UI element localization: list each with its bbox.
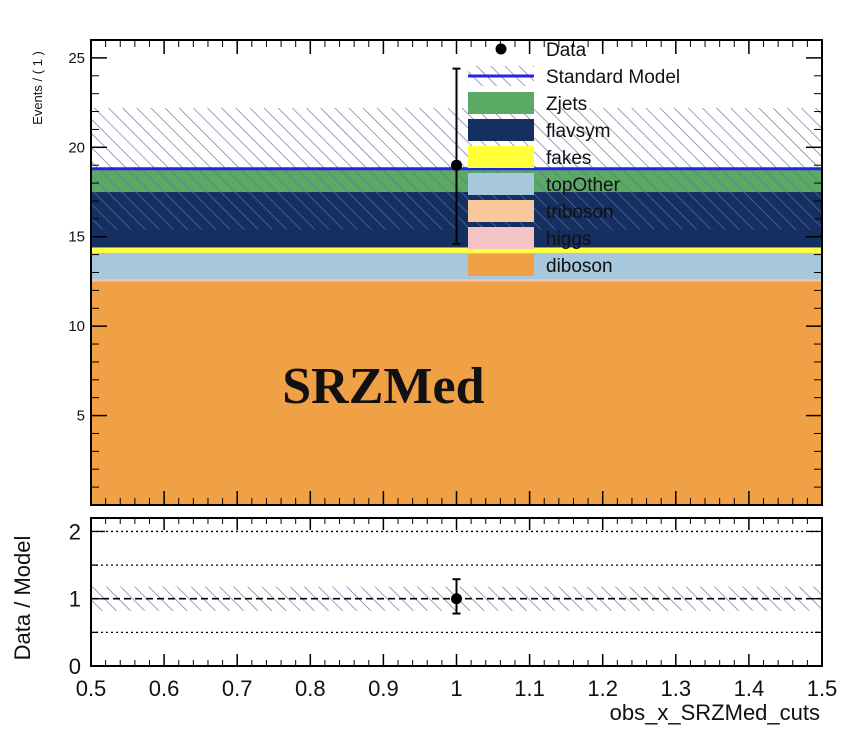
ratio-y-tick-label: 1 [69,587,81,612]
main-y-tick-label: 10 [68,318,85,335]
region-label: SRZMed [282,358,484,415]
stack-diboson [91,281,822,505]
legend-swatch-triboson [468,200,534,222]
legend-label-standard-model: Standard Model [546,67,680,88]
ratio-x-tick-label: 1.5 [807,676,838,701]
legend-label-higgs: higgs [546,229,591,250]
legend-swatch-data [495,43,507,55]
main-y-tick-label: 25 [68,50,85,67]
ratio-data-point [451,593,462,605]
ratio-x-tick-label: 1.3 [661,676,692,701]
ratio-y-axis-label: Data / Model [10,536,35,661]
ratio-x-tick-label: 0.6 [149,676,180,701]
ratio-x-tick-label: 1.2 [587,676,618,701]
main-plot: 5 10 15 20 25 Events / ( 1 ) SRZMed [30,39,823,506]
legend-label-zjets: Zjets [546,94,587,115]
main-y-tick-label: 20 [68,139,85,156]
ratio-x-tick-label: 0.9 [368,676,399,701]
legend-swatch-diboson [468,254,534,276]
ratio-x-tick-label: 0.7 [222,676,253,701]
ratio-x-tick-label: 0.5 [76,676,107,701]
data-point [451,159,462,171]
ratio-y-tick-label: 0 [69,654,81,679]
stack-triboson [91,279,822,281]
main-y-axis-label: Events / ( 1 ) [30,51,45,125]
legend-swatch-higgs [468,227,534,249]
ratio-x-tick-label: 1.4 [734,676,765,701]
ratio-x-axis-label: obs_x_SRZMed_cuts [610,700,820,725]
main-y-tick-label: 5 [77,408,85,425]
ratio-x-tick-label: 1 [450,676,462,701]
legend-label-topother: topOther [546,175,621,196]
legend-swatch-flavsym [468,119,534,141]
legend-swatch-zjets [468,92,534,114]
main-y-tick-label: 15 [68,229,85,246]
ratio-plot: 0.5 0.6 0.7 0.8 0.9 1 1.1 1.2 1.3 1.4 1.5 0 1 2 Data /… [10,517,838,725]
legend-swatch-fakes [468,146,534,168]
legend: Data Standard Model Zjets flavsym fakes topOt… [468,40,680,277]
legend-label-fakes: fakes [546,148,591,169]
legend-label-data: Data [546,40,587,61]
legend-label-diboson: diboson [546,256,613,277]
ratio-x-tick-label: 0.8 [295,676,326,701]
stack-fakes [91,247,822,253]
ratio-x-tick-label: 1.1 [514,676,545,701]
ratio-y-tick-label: 2 [69,519,81,544]
stack-higgs [91,280,822,282]
legend-label-triboson: triboson [546,202,614,223]
legend-swatch-topother [468,173,534,195]
legend-label-flavsym: flavsym [546,121,610,142]
stack-topother [91,252,822,280]
